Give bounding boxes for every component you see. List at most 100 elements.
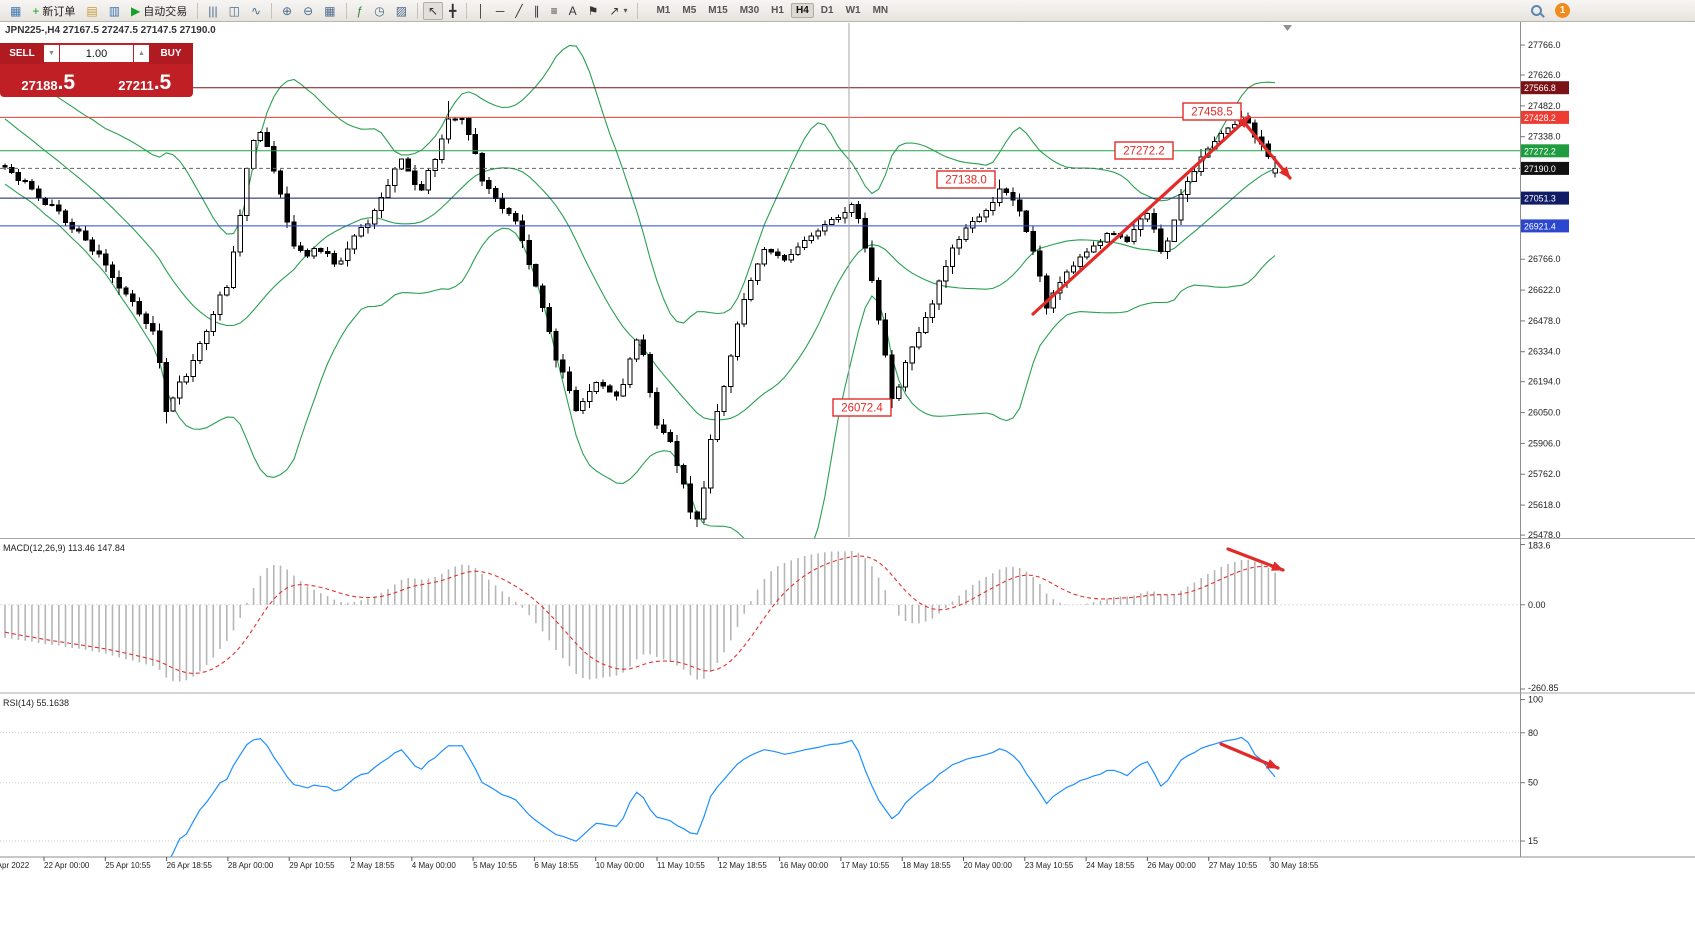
svg-text:26072.4: 26072.4 [841,403,883,415]
sell-button[interactable]: SELL [0,43,44,64]
buy-button[interactable]: BUY [149,43,193,64]
vertical-line-icon[interactable]: │ [472,2,490,20]
zoom-out-icon[interactable]: ⊖ [298,2,318,20]
svg-text:80: 80 [1528,728,1538,738]
svg-text:17 May 10:55: 17 May 10:55 [841,861,890,870]
price-axis-badge [1521,110,1569,124]
toolbar-right-group: 1 [1526,2,1570,20]
svg-text:25 Apr 10:55: 25 Apr 10:55 [105,861,151,870]
periods-icon[interactable]: ◷ [369,2,389,20]
price-annotation-box [1114,141,1174,160]
new-chart-icon: ▦ [10,3,22,18]
indicators-icon: ƒ [356,3,364,18]
macd-pane[interactable] [0,550,1520,682]
search-button[interactable] [1526,2,1547,20]
tile-windows-icon[interactable]: ▦ [319,2,340,20]
svg-text:27051.3: 27051.3 [1524,194,1556,204]
svg-text:5 May 10:55: 5 May 10:55 [473,861,518,870]
fibonacci-icon[interactable]: ≡ [546,2,563,20]
candlestick-chart-icon[interactable]: ◫ [224,2,245,20]
bar-chart-icon[interactable]: ||| [203,2,222,20]
profiles-icon[interactable]: ▤ [81,2,102,20]
charts-icon[interactable]: ▥ [104,2,125,20]
zoom-in-icon[interactable]: ⊕ [277,2,297,20]
svg-text:26622.0: 26622.0 [1528,285,1561,295]
trend-arrow [1031,115,1251,316]
cursor-icon[interactable]: ↖ [423,1,444,20]
vertical-line-icon: │ [477,3,485,18]
svg-text:27190.0: 27190.0 [1524,164,1556,174]
svg-text:2 May 18:55: 2 May 18:55 [351,861,396,870]
rsi-line [170,736,1276,857]
timeframe-h4-button[interactable]: H4 [790,3,814,18]
new-order-button[interactable]: + 新订单 [27,2,80,20]
svg-text:27338.0: 27338.0 [1528,132,1561,142]
text-icon: A [568,3,577,18]
rsi-pane[interactable] [0,732,1520,866]
svg-text:24 May 18:55: 24 May 18:55 [1086,861,1135,870]
channel-icon[interactable]: ∥ [529,2,545,20]
svg-text:27458.5: 27458.5 [1191,107,1233,119]
sell-price[interactable]: 27188.5 [0,64,97,97]
svg-text:50: 50 [1528,778,1538,788]
toolbar-separator [345,2,347,19]
timeframe-m30-button[interactable]: M30 [739,5,760,16]
svg-text:27 May 10:55: 27 May 10:55 [1209,861,1258,870]
svg-text:22 Apr 00:00: 22 Apr 00:00 [44,861,90,870]
line-chart-icon[interactable]: ∿ [246,2,266,20]
svg-text:26334.0: 26334.0 [1528,347,1561,357]
svg-text:26766.0: 26766.0 [1528,254,1561,264]
price-pane[interactable] [0,23,1520,575]
timeframe-m5-button[interactable]: M5 [682,5,697,16]
bollinger-band [4,44,1276,324]
toolbar-separator [466,2,468,19]
volume-input[interactable]: 1.00 [60,45,133,62]
trendline-icon: ╱ [515,3,523,18]
trade-panel-top-row: SELL ▼ 1.00 ▲ BUY [0,43,193,64]
price-axis-badge [1521,161,1569,175]
autotrade-button[interactable]: ▶ 自动交易 [126,2,192,20]
svg-text:18 May 18:55: 18 May 18:55 [902,861,951,870]
svg-text:27766.0: 27766.0 [1528,40,1561,50]
buy-price[interactable]: 27211.5 [97,64,194,97]
svg-text:26478.0: 26478.0 [1528,316,1561,326]
trendline-icon[interactable]: ╱ [510,2,527,20]
svg-text:0.00: 0.00 [1528,600,1546,610]
dropdown-caret-icon: ▾ [623,6,628,15]
volume-increase-button[interactable]: ▲ [134,45,149,62]
chart-shift-marker [1283,25,1292,31]
label-icon[interactable]: ⚑ [583,2,604,20]
indicators-icon[interactable]: ƒ [352,2,369,20]
toolbar: ▦ + 新订单 ▤ ▥ ▶ 自动交易 ||| ◫ ∿ ⊕ ⊖ ▦ ƒ ◷ ▨ ↖ ╋ │ ─ ╱ ∥ ≡ A ⚑ ↗ ▾ M1 M5 M… [0,0,1695,22]
chart-caption: JPN225-,H4 27167.5 27247.5 27147.5 27190… [5,25,216,36]
svg-text:27428.2: 27428.2 [1524,113,1556,123]
time-axis[interactable]: 21 Apr 2022 22 Apr 00:00 25 Apr 10:55 26 Ap… [0,857,1319,870]
toolbar-separator [417,2,419,19]
svg-text:15: 15 [1528,836,1538,846]
svg-text:27626.0: 27626.0 [1528,70,1561,80]
arrows-icon[interactable]: ↗ ▾ [604,2,632,20]
timeframe-m15-button[interactable]: M15 [708,5,728,16]
volume-decrease-button[interactable]: ▼ [44,45,59,62]
timeframe-h1-button[interactable]: H1 [771,5,784,16]
timeframe-group: M1 M5 M15 M30 H1 H4 D1 W1 MN [650,3,894,18]
svg-text:20 May 00:00: 20 May 00:00 [964,861,1013,870]
timeframe-m1-button[interactable]: M1 [656,5,671,16]
rsi-axis: 100 80 50 15 [1520,695,1543,846]
svg-text:100: 100 [1528,695,1543,705]
crosshair-icon[interactable]: ╋ [444,2,461,20]
timeframe-d1-button[interactable]: D1 [820,5,834,16]
autotrade-icon: ▶ [131,3,141,18]
price-axis[interactable]: 27766.0 27626.0 27482.0 27338.0 26766.0 26622… [1520,40,1569,540]
timeframe-mn-button[interactable]: MN [872,5,889,16]
timeframe-w1-button[interactable]: W1 [845,5,861,16]
svg-text:26 Apr 18:55: 26 Apr 18:55 [167,861,213,870]
svg-text:23 May 10:55: 23 May 10:55 [1025,861,1074,870]
notification-badge[interactable]: 1 [1555,3,1570,18]
svg-text:27482.0: 27482.0 [1528,101,1561,111]
horizontal-line-icon[interactable]: ─ [491,2,510,20]
new-chart-icon[interactable]: ▦ [5,2,26,20]
text-icon[interactable]: A [564,2,582,20]
templates-icon[interactable]: ▨ [391,2,412,20]
